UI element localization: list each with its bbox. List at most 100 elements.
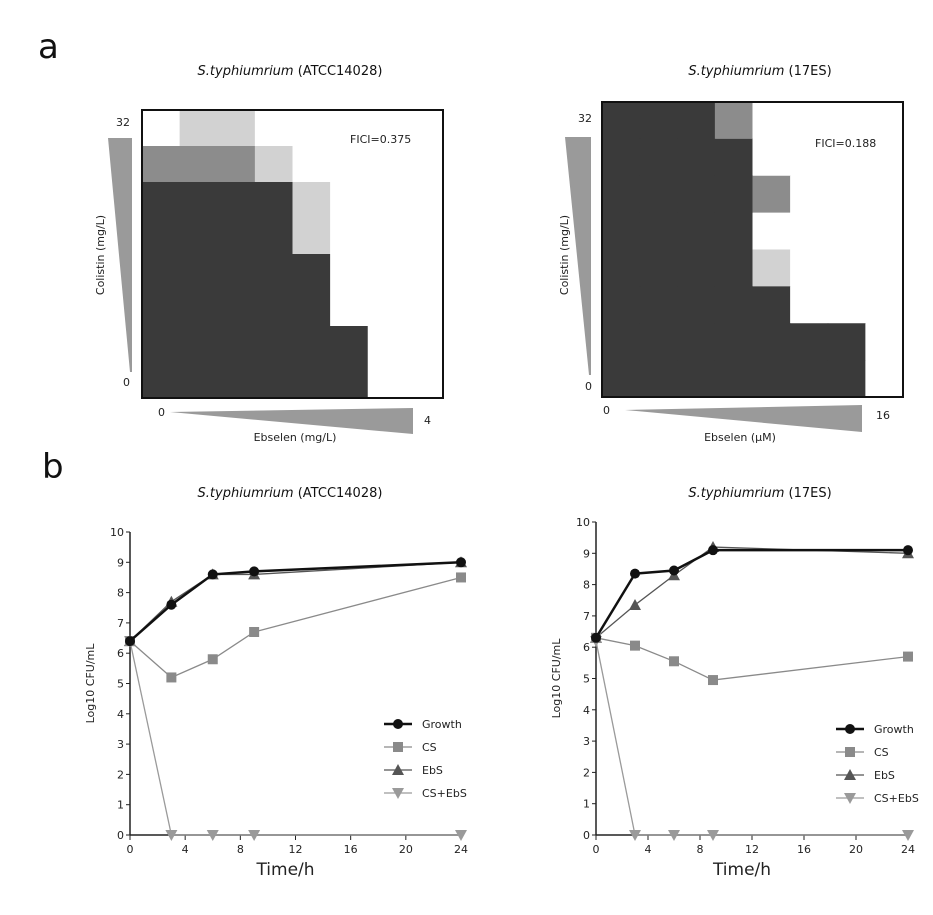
heatmap-cell <box>179 254 218 291</box>
heatmap-cell <box>142 110 181 147</box>
heatmap-cell <box>330 146 369 183</box>
x-tick-label: 12 <box>289 843 303 856</box>
y-tick-label: 6 <box>117 647 124 660</box>
legend-marker <box>392 788 404 799</box>
heatmap-cell <box>790 138 829 177</box>
heatmap-cell <box>179 146 218 183</box>
heatmap-cell <box>292 110 331 147</box>
x-tick-label: 16 <box>344 843 358 856</box>
heatmap-cell <box>405 290 444 327</box>
heatmap-cell <box>752 102 791 140</box>
series-line-ebs <box>595 546 909 639</box>
heatmap-cell <box>714 138 753 177</box>
data-point <box>902 830 914 841</box>
heatmap-cell <box>254 362 293 399</box>
heatmap-cell <box>292 254 331 291</box>
y-tick-label: 3 <box>117 738 124 751</box>
x-tick-label: 4 <box>182 843 189 856</box>
data-point <box>166 599 177 610</box>
y-tick-label: 9 <box>117 556 124 569</box>
heatmap-cell <box>142 326 181 363</box>
heatmap-cell <box>405 218 444 255</box>
heatmap-cell <box>254 326 293 363</box>
heatmap-cell <box>639 360 678 398</box>
y-tick-label: 10 <box>110 526 124 539</box>
heatmap-cell <box>217 110 256 147</box>
data-point <box>903 651 913 662</box>
heatmap-cell <box>865 212 904 250</box>
heatmap-cell <box>367 290 406 327</box>
heatmap-1-y-max: 32 <box>116 116 130 129</box>
heatmap-cell <box>405 326 444 363</box>
heatmap-cell <box>677 138 716 177</box>
heatmap-cell <box>330 182 369 219</box>
data-point <box>629 830 641 841</box>
heatmap-cell <box>865 286 904 324</box>
series-line-growth <box>594 548 908 639</box>
data-point <box>455 830 467 841</box>
heatmap-cell <box>330 218 369 255</box>
legend-marker <box>392 764 404 775</box>
panel-letter-a: a <box>38 27 59 67</box>
legend-marker <box>845 747 855 757</box>
heatmap-2-x-min: 0 <box>603 404 610 417</box>
heatmap-cell <box>790 212 829 250</box>
heatmap-cell <box>254 182 293 219</box>
data-point <box>207 654 218 665</box>
heatmap-cell <box>677 212 716 250</box>
y-tick-label: 7 <box>583 610 590 623</box>
y-tick-label: 7 <box>117 617 124 630</box>
x-tick-label: 0 <box>593 843 600 856</box>
heatmap-cell <box>677 323 716 361</box>
heatmap-cell <box>714 286 753 324</box>
legend-marker <box>393 719 403 729</box>
heatmap-cell <box>179 290 218 327</box>
heatmap-cell <box>330 290 369 327</box>
heatmap-cell <box>827 175 866 214</box>
heatmap-cell <box>367 182 406 219</box>
heatmap-1 <box>141 109 444 399</box>
heatmap-cell <box>714 323 753 361</box>
heatmap-cell <box>405 254 444 291</box>
legend-label: CS <box>422 741 437 754</box>
heatmap-cell <box>179 362 218 399</box>
x-axis-label: Time/h <box>712 860 771 880</box>
series-line-cs <box>595 637 909 681</box>
heatmap-cell <box>752 249 791 287</box>
heatmap-cell <box>602 138 641 177</box>
heatmap-cell <box>714 249 753 287</box>
heatmap-cell <box>142 362 181 399</box>
heatmap-cell <box>367 218 406 255</box>
heatmap-cell <box>217 326 256 363</box>
heatmap-1-title: S.typhiumrium (ATCC14028) <box>198 64 383 79</box>
heatmap-cell <box>367 146 406 183</box>
heatmap-1-fici: FICI=0.375 <box>350 133 411 146</box>
heatmap-cell <box>330 362 369 399</box>
y-tick-label: 2 <box>583 766 590 779</box>
data-point <box>668 830 680 841</box>
heatmap-cell <box>827 102 866 140</box>
heatmap-2-ebselen-wedge <box>625 405 862 432</box>
x-tick-label: 4 <box>645 843 652 856</box>
heatmap-1-x-max: 4 <box>424 414 431 427</box>
heatmap-cell <box>639 102 678 140</box>
y-tick-label: 6 <box>583 641 590 654</box>
heatmap-cell <box>367 362 406 399</box>
y-tick-label: 1 <box>583 798 590 811</box>
data-point <box>669 656 679 667</box>
heatmap-cell <box>752 286 791 324</box>
heatmap-cell <box>602 360 641 398</box>
legend-label: CS+EbS <box>422 787 467 800</box>
heatmap-cell <box>292 290 331 327</box>
heatmap-frame <box>601 101 904 398</box>
heatmap-cell <box>714 102 753 140</box>
data-point <box>249 626 260 637</box>
legend-marker <box>844 793 856 804</box>
line-chart-2-title: S.typhiumrium (17ES) <box>688 486 831 501</box>
legend-label: Growth <box>422 718 462 731</box>
x-tick-label: 20 <box>399 843 413 856</box>
data-point <box>207 569 218 580</box>
heatmap-cell <box>865 360 904 398</box>
